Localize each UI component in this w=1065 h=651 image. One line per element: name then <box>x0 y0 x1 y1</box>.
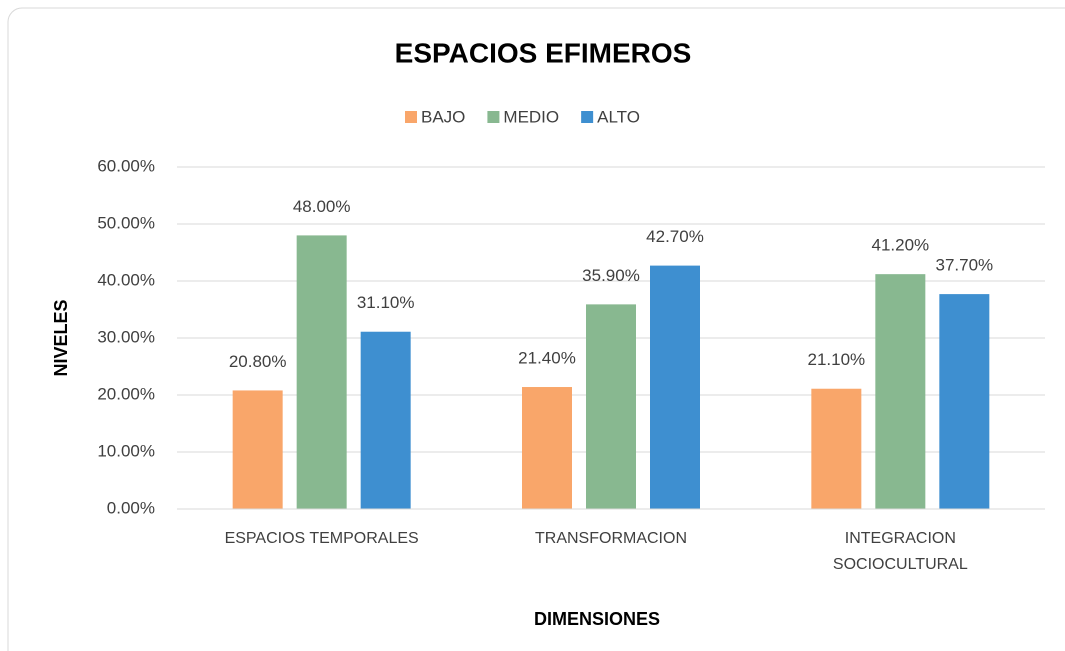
data-label: 21.40% <box>518 349 576 368</box>
x-tick-label: TRANSFORMACION <box>535 530 687 547</box>
bar <box>522 387 572 509</box>
bar <box>811 388 862 509</box>
x-tick-label: INTEGRACION SOCIOCULTURAL <box>832 530 968 573</box>
bar <box>232 390 283 509</box>
chart-title: ESPACIOS EFIMEROS <box>395 37 692 68</box>
data-label: 20.80% <box>229 352 287 371</box>
y-tick-label: 60.00% <box>97 156 155 175</box>
x-axis-label: DIMENSIONES <box>534 609 660 629</box>
bar <box>875 274 926 509</box>
legend-swatch <box>487 111 500 123</box>
bar <box>360 331 411 509</box>
y-tick-label: 40.00% <box>97 270 155 289</box>
data-label: 41.20% <box>871 236 929 255</box>
legend-label: BAJO <box>421 107 465 126</box>
data-label: 31.10% <box>357 293 415 312</box>
legend-swatch <box>581 111 594 123</box>
y-tick-label: 20.00% <box>97 384 155 403</box>
bar <box>586 304 636 509</box>
data-label: 42.70% <box>646 227 704 246</box>
bar <box>650 265 700 509</box>
data-label: 37.70% <box>935 256 993 275</box>
y-tick-label: 0.00% <box>107 498 155 517</box>
bar <box>296 235 347 509</box>
legend-swatch <box>405 111 417 123</box>
legend-label: MEDIO <box>503 107 559 126</box>
data-label: 48.00% <box>293 197 351 216</box>
data-label: 21.10% <box>807 350 865 369</box>
y-axis-label: NIVELES <box>51 299 71 376</box>
data-label: 35.90% <box>582 266 640 285</box>
bar <box>939 294 990 509</box>
y-tick-label: 30.00% <box>97 327 155 346</box>
y-tick-label: 50.00% <box>97 213 155 232</box>
y-tick-label: 10.00% <box>97 441 155 460</box>
legend-label: ALTO <box>597 107 640 126</box>
x-tick-label: ESPACIOS TEMPORALES <box>224 530 419 547</box>
